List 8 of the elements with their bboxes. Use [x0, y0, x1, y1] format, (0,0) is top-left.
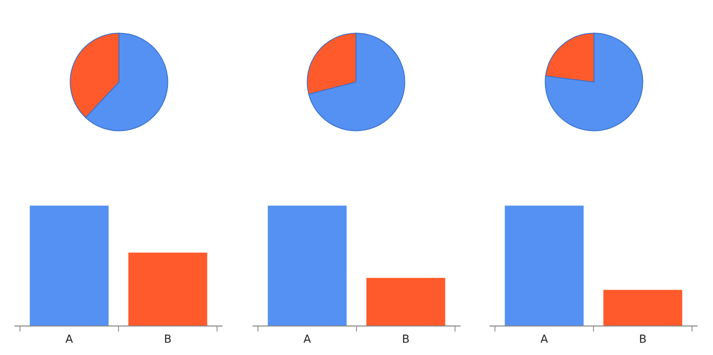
x-tick-label: B: [403, 334, 409, 343]
pie-slice: [308, 32, 406, 132]
x-tick-label: B: [640, 334, 646, 343]
x-tick-label: A: [66, 334, 73, 343]
pie-slice: [544, 32, 644, 132]
x-tick-label: A: [540, 334, 548, 343]
x-tick-label: A: [304, 334, 311, 343]
x-tick-label: B: [165, 334, 171, 343]
